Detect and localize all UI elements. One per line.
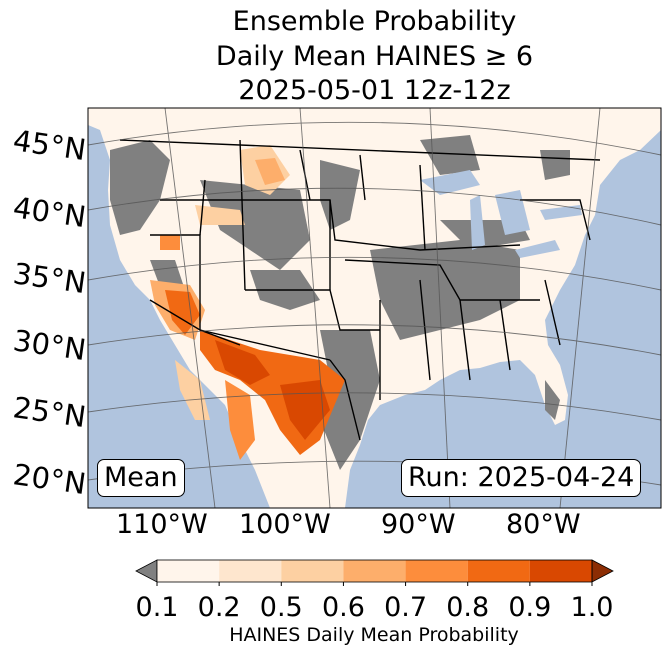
statistic-label: Mean [97,459,185,497]
map-frame [87,107,662,509]
map-panel: 45°N 40°N 35°N 30°N 25°N 20°N 110°W 100°… [11,107,662,540]
colorbar-tick-label: 0.7 [384,592,427,623]
missing-data-patches [110,135,570,470]
colorbar-cell-5 [467,560,530,582]
state-boundaries [119,139,601,441]
colorbar-tick-label: 0.9 [508,592,551,623]
title-line-2: Daily Mean HAINES ≥ 6 [215,41,534,72]
colorbar-cell-1 [219,560,282,582]
colorbar-tick-label: 0.6 [322,592,365,623]
colorbar-cell-6 [529,560,592,582]
run-date-label: Run: 2025-04-24 [401,459,642,497]
colorbar-cell-0 [157,560,220,582]
colorbar-label: HAINES Daily Mean Probability [229,624,519,646]
colorbar-tick-label: 1.0 [571,592,614,623]
colorbar-cell-4 [405,560,468,582]
lon-label-80: 80°W [506,509,581,540]
title-line-3: 2025-05-01 12z-12z [238,75,511,106]
colorbar-tick-label: 0.1 [136,592,179,623]
title-line-1: Ensemble Probability [232,6,517,37]
colorbar-cell-3 [343,560,406,582]
great-lakes [420,170,582,258]
lon-label-100: 100°W [239,509,331,540]
colorbar-cell-2 [281,560,344,582]
colorbar-frame [156,559,593,583]
colorbar-under-arrow [135,559,158,583]
colorbar-tick-label: 0.8 [446,592,489,623]
lon-label-90: 90°W [381,509,456,540]
colorbar-tick-label: 0.5 [260,592,303,623]
colorbar-over-arrow [591,559,614,583]
colorbar-tick-label: 0.2 [198,592,241,623]
lon-label-110: 110°W [116,509,208,540]
